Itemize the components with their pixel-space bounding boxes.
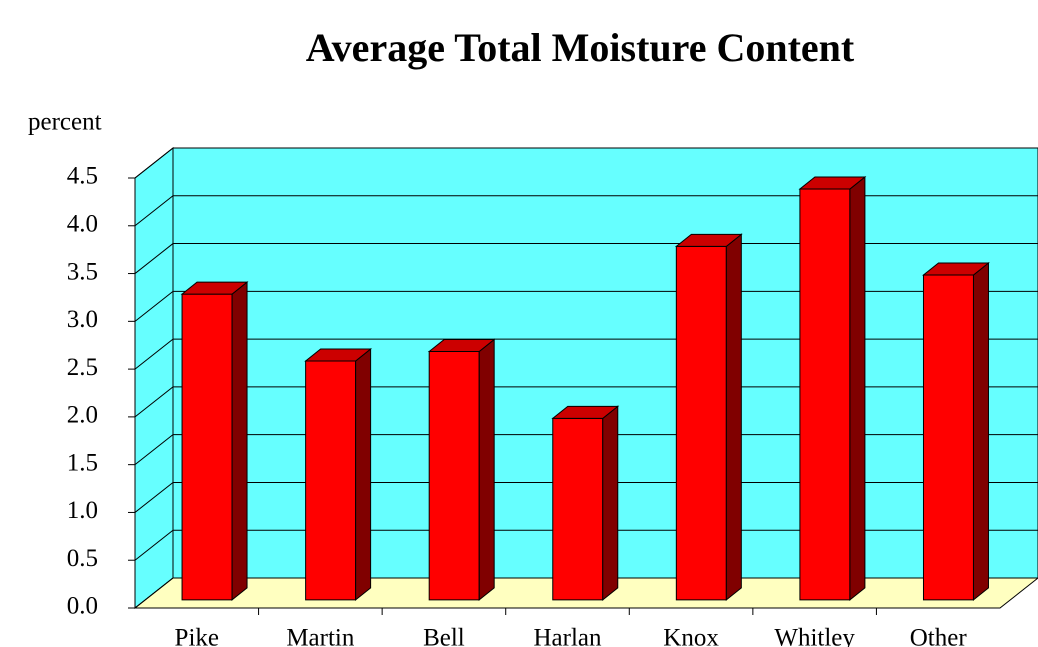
bar-face bbox=[922, 262, 990, 276]
bar bbox=[180, 281, 249, 601]
bar-face bbox=[849, 175, 866, 601]
x-tick-label: Whitley bbox=[774, 625, 855, 647]
y-tick-label: 1.0 bbox=[67, 497, 98, 524]
y-axis-title: percent bbox=[28, 109, 102, 136]
bar-face bbox=[972, 261, 989, 601]
grid-line bbox=[134, 243, 1038, 274]
bar bbox=[922, 261, 990, 601]
y-tick-label: 2.5 bbox=[67, 354, 98, 381]
grid-line bbox=[134, 147, 1038, 179]
bar bbox=[674, 233, 743, 601]
y-tick-label: 4.5 bbox=[67, 163, 98, 190]
grid-line bbox=[134, 577, 1038, 609]
x-tick-label: Martin bbox=[286, 625, 355, 647]
grid-line bbox=[134, 195, 1038, 227]
grid-line bbox=[134, 434, 1038, 466]
bar bbox=[798, 175, 867, 601]
bar-face bbox=[551, 405, 620, 419]
y-tick-label: 3.5 bbox=[67, 258, 98, 285]
bar-face bbox=[231, 281, 248, 601]
bar-face bbox=[725, 233, 742, 601]
bar-face bbox=[602, 405, 619, 601]
bar-face bbox=[427, 338, 496, 352]
bar-face bbox=[478, 338, 495, 601]
side-wall bbox=[134, 146, 174, 610]
bar-face bbox=[922, 274, 974, 601]
y-tick-label: 2.0 bbox=[67, 402, 98, 429]
bar bbox=[551, 405, 620, 601]
bar-face bbox=[552, 417, 604, 601]
grid-line bbox=[134, 386, 1038, 418]
y-tick-label: 0.5 bbox=[67, 545, 98, 572]
grid-line bbox=[134, 529, 1038, 561]
grid-line bbox=[134, 290, 1038, 322]
bar-face bbox=[304, 348, 373, 362]
bar bbox=[427, 338, 496, 601]
bar-face bbox=[305, 360, 357, 601]
grid-line bbox=[134, 481, 1038, 513]
y-tick-label: 0.0 bbox=[67, 593, 98, 620]
y-tick-label: 3.0 bbox=[67, 306, 98, 333]
y-tick-label: 4.0 bbox=[67, 211, 98, 238]
x-tick-label: Harlan bbox=[533, 625, 602, 647]
bar bbox=[304, 347, 373, 601]
x-tick-label: Bell bbox=[423, 625, 465, 647]
bar-face bbox=[355, 347, 372, 601]
bar-face bbox=[180, 281, 249, 295]
bar-face bbox=[798, 176, 867, 190]
x-tick-label: Knox bbox=[663, 625, 719, 647]
y-tick-label: 1.5 bbox=[67, 449, 98, 476]
bar-face bbox=[675, 245, 727, 601]
bar-face bbox=[799, 188, 851, 601]
x-tick-label: Pike bbox=[175, 625, 219, 647]
bar-face bbox=[428, 350, 480, 601]
grid-line bbox=[134, 338, 1038, 370]
bar-face bbox=[181, 293, 233, 601]
bar-face bbox=[674, 233, 743, 247]
chart-title: Average Total Moisture Content bbox=[306, 25, 855, 70]
x-tick-label: Other bbox=[910, 625, 968, 647]
